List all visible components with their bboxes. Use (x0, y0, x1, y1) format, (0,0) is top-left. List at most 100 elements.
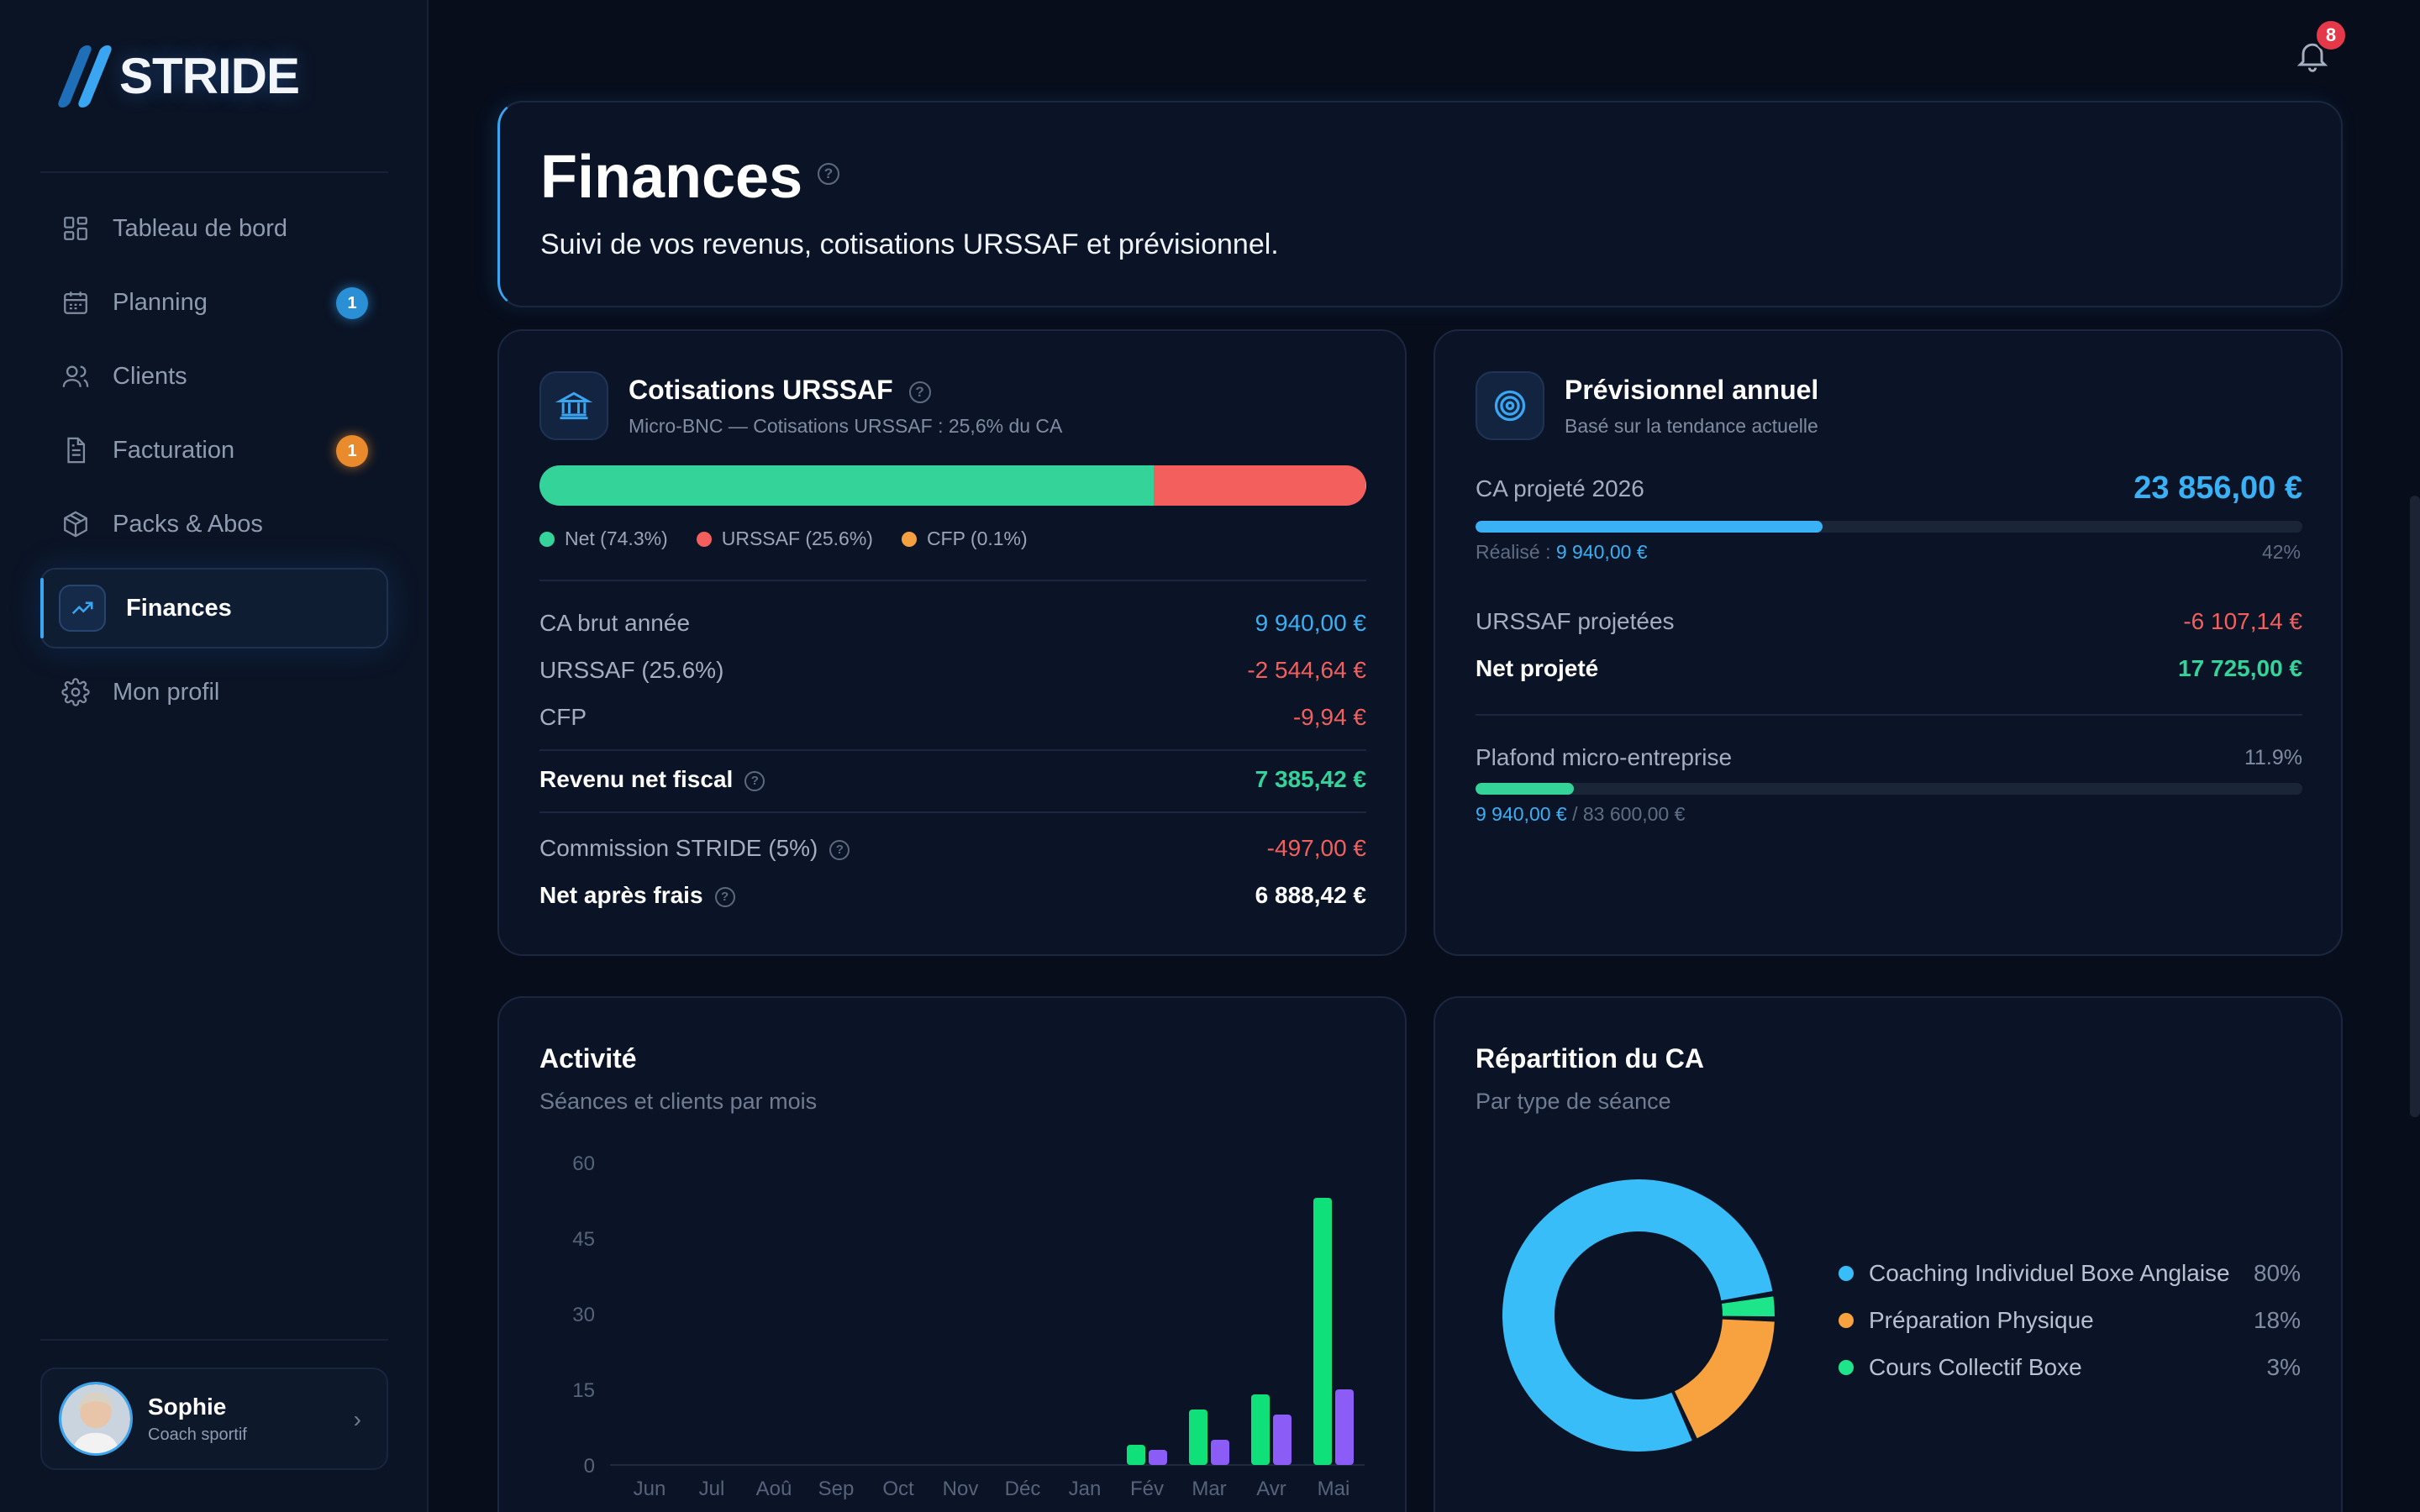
legend-item: Préparation Physique 18% (1839, 1297, 2301, 1344)
urssaf-projected-row: URSSAF projetées -6 107,14 € (1476, 608, 2302, 635)
help-icon[interactable]: ? (744, 770, 765, 791)
legend-item: CFP (0.1%) (901, 528, 1028, 550)
notification-count-badge: 8 (2314, 18, 2348, 52)
ceiling-text: 9 940,00 € / 83 600,00 € (1476, 803, 1686, 825)
legend-dot (1839, 1266, 1854, 1281)
row-revenu-net-fiscal: Revenu net fiscal? 7 385,42 € (539, 766, 1366, 793)
x-tick-label: Nov (943, 1478, 979, 1500)
sidebar-item-label: Tableau de bord (113, 214, 287, 242)
card-subtitle: Micro-BNC — Cotisations URSSAF : 25,6% d… (629, 415, 1063, 437)
legend-item: URSSAF (25.6%) (696, 528, 873, 550)
urssaf-card: Cotisations URSSAF ? Micro-BNC — Cotisat… (497, 329, 1407, 956)
repartition-donut-chart (1502, 1179, 1775, 1452)
legend-dot (1839, 1313, 1854, 1328)
sidebar-item-packs-abos[interactable]: Packs & Abos (40, 494, 388, 554)
bar (1127, 1445, 1145, 1465)
row-value: 7 385,42 € (1255, 766, 1366, 792)
card-subtitle: Séances et clients par mois (539, 1089, 818, 1114)
x-tick-label: Déc (1005, 1478, 1041, 1500)
realized-progress-bar (1476, 521, 2302, 533)
row-value: -6 107,14 € (2183, 608, 2302, 634)
help-icon[interactable]: ? (829, 839, 850, 860)
donut-slice (1722, 1296, 1775, 1317)
help-icon[interactable]: ? (908, 381, 931, 403)
calendar-icon (60, 287, 91, 318)
sidebar-item-label: Packs & Abos (113, 510, 263, 538)
sidebar-nav: Tableau de bord Planning 1 Clients Factu… (40, 198, 388, 736)
realized-text: Réalisé : 9 940,00 € (1476, 541, 1648, 563)
profile-card[interactable]: Sophie Coach sportif › (40, 1368, 388, 1470)
row-label: CFP (539, 704, 587, 730)
row-label: Net projeté (1476, 655, 1599, 681)
row-urssaf: URSSAF (25.6%) -2 544,64 € (539, 657, 1366, 684)
row-value: -9,94 € (1292, 704, 1366, 730)
bar (1273, 1415, 1292, 1465)
row-label: Revenu net fiscal? (539, 766, 765, 793)
sidebar-item-finances[interactable]: Finances (40, 568, 388, 648)
planning-badge: 1 (336, 287, 368, 319)
x-tick-label: Aoû (756, 1478, 792, 1500)
bank-icon (539, 371, 608, 440)
bar (1189, 1410, 1207, 1465)
urssaf-segment (1154, 465, 1365, 506)
chevron-right-icon: › (353, 1406, 361, 1432)
avatar (59, 1382, 133, 1456)
brand-logo[interactable]: STRIDE (56, 42, 300, 109)
sidebar-item-facturation[interactable]: Facturation 1 (40, 420, 388, 480)
sidebar-item-label: Facturation (113, 436, 235, 464)
page-title: Finances (540, 144, 803, 211)
scrollbar[interactable] (2410, 496, 2420, 1117)
donut-slice (1502, 1179, 1773, 1452)
ceiling-progress-fill (1476, 783, 1575, 795)
legend-item: Net (74.3%) (539, 528, 668, 550)
divider (1476, 714, 2302, 716)
target-icon (1476, 371, 1544, 440)
legend-percent: 80% (2253, 1260, 2301, 1286)
sidebar-item-clients[interactable]: Clients (40, 346, 388, 407)
trending-up-icon (59, 585, 106, 632)
activity-card: Activité Séances et clients par mois 60 4… (497, 996, 1407, 1512)
x-tick-label: Jul (699, 1478, 725, 1500)
row-cfp: CFP -9,94 € (539, 704, 1366, 731)
donut-legend: Coaching Individuel Boxe Anglaise 80% Pré… (1839, 1250, 2301, 1391)
projected-row: CA projeté 2026 23 856,00 € (1476, 470, 2302, 507)
sidebar-item-mon-profil[interactable]: Mon profil (40, 662, 388, 722)
notifications-button[interactable]: 8 (2291, 18, 2348, 76)
legend-label: Préparation Physique (1869, 1307, 2094, 1333)
realized-progress-fill (1476, 521, 1823, 533)
split-legend: Net (74.3%) URSSAF (25.6%) CFP (0.1%) (539, 528, 1056, 550)
divider (539, 580, 1366, 581)
sidebar-item-label: Planning (113, 288, 208, 316)
legend-label: Coaching Individuel Boxe Anglaise (1869, 1260, 2230, 1286)
sidebar-item-tableau-de-bord[interactable]: Tableau de bord (40, 198, 388, 259)
sidebar-item-planning[interactable]: Planning 1 (40, 272, 388, 333)
profile-role: Coach sportif (148, 1425, 247, 1444)
net-projected-row: Net projeté 17 725,00 € (1476, 655, 2302, 682)
x-tick-label: Jun (634, 1478, 666, 1500)
y-tick-label: 30 (572, 1304, 595, 1326)
card-title: Prévisionnel annuel (1565, 375, 1819, 405)
row-label: URSSAF projetées (1476, 608, 1675, 634)
net-segment (539, 465, 1155, 506)
sidebar-item-label: Clients (113, 362, 187, 390)
help-icon[interactable]: ? (714, 886, 735, 907)
legend-dot (696, 531, 712, 547)
legend-item: Cours Collectif Boxe 3% (1839, 1344, 2301, 1391)
legend-label: Cours Collectif Boxe (1869, 1354, 2082, 1380)
profile-name: Sophie (148, 1393, 227, 1420)
help-icon[interactable]: ? (818, 163, 839, 185)
row-value: 6 888,42 € (1255, 882, 1366, 908)
package-icon (60, 509, 91, 539)
projected-label: CA projeté 2026 (1476, 475, 1644, 501)
ceiling-row: Plafond micro-entreprise 11.9% (1476, 744, 2302, 771)
bar (1211, 1440, 1229, 1465)
card-title: Activité (539, 1043, 637, 1074)
y-tick-label: 45 (572, 1228, 595, 1251)
card-subtitle: Par type de séance (1476, 1089, 1671, 1114)
x-tick-label: Mai (1318, 1478, 1350, 1500)
row-value: 9 940,00 € (1255, 610, 1366, 636)
donut-slice (1674, 1319, 1775, 1439)
x-tick-label: Sep (818, 1478, 855, 1500)
cfp-segment (1365, 465, 1366, 506)
y-tick-label: 60 (572, 1152, 595, 1175)
